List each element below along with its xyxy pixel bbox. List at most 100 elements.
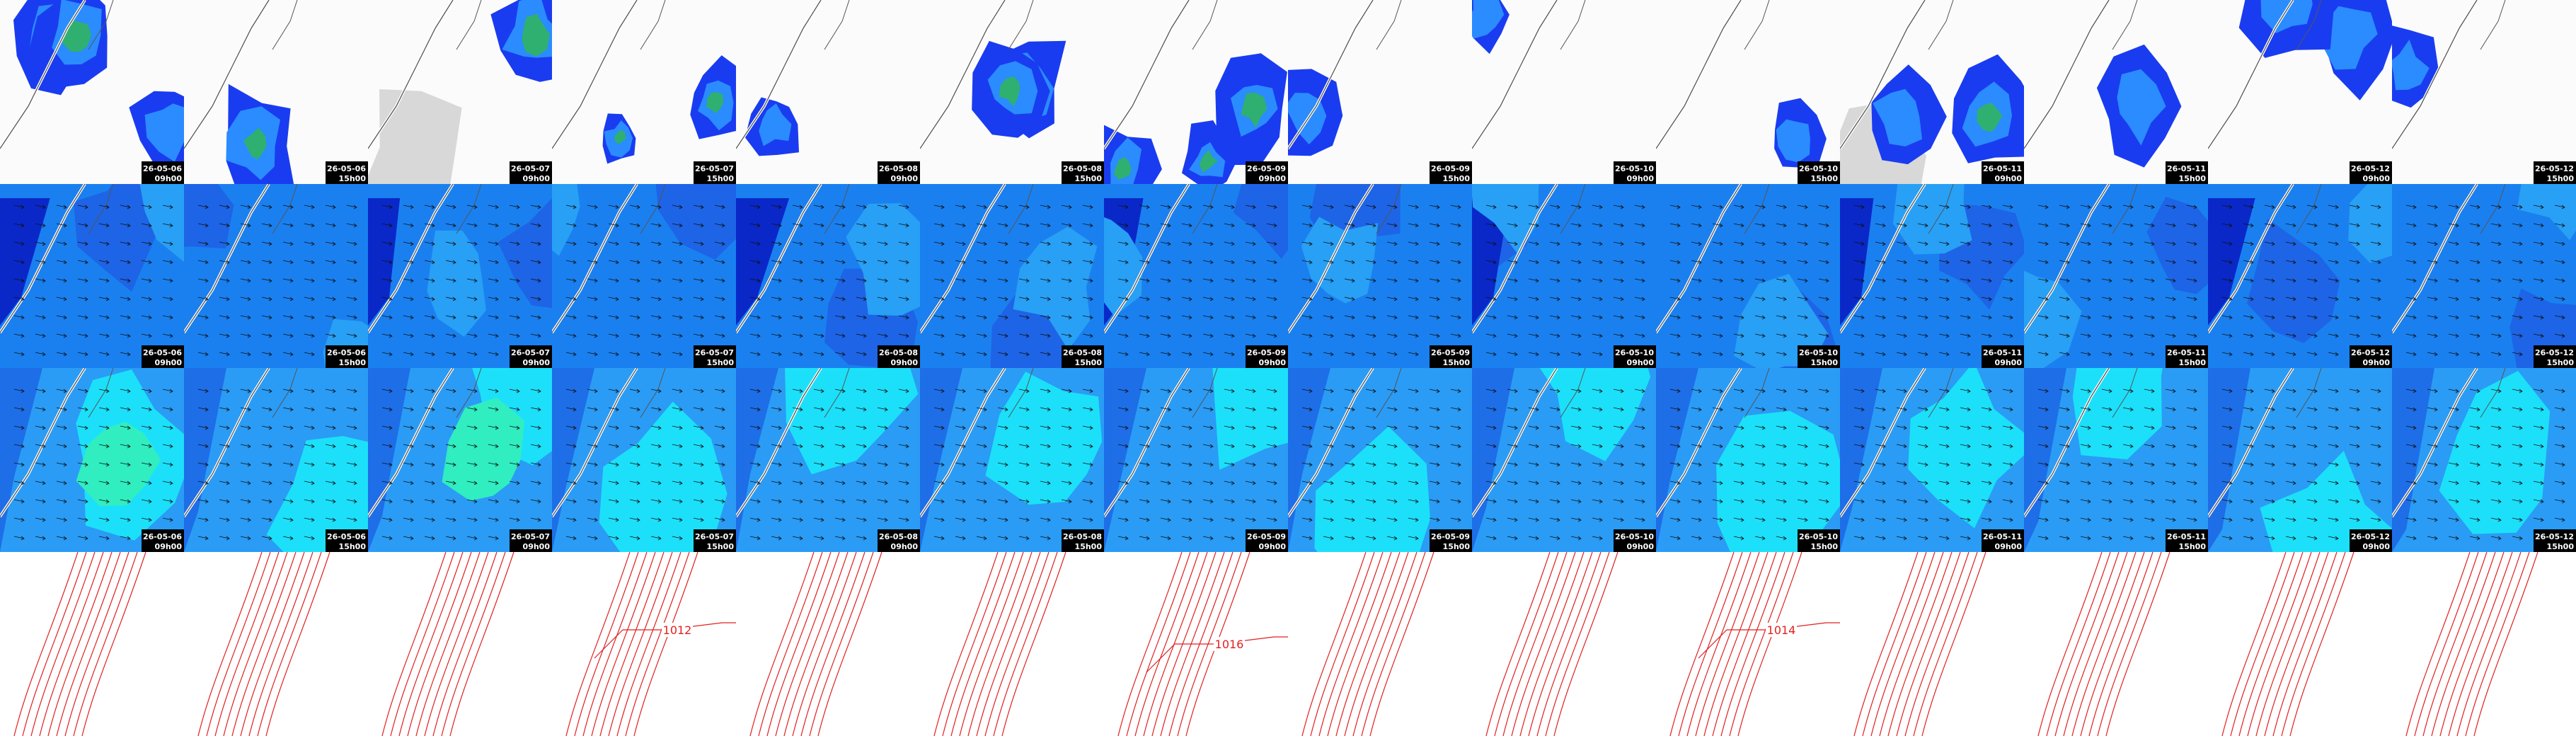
wind-arrow [13, 352, 25, 357]
wind-arrow [403, 481, 414, 485]
wind-arrow [35, 278, 46, 283]
wind-arrow [1712, 297, 1723, 301]
wind-arrow [1485, 315, 1497, 320]
wind-arrow [771, 315, 782, 320]
wind-arrow [933, 481, 945, 485]
wind-arrow [1224, 389, 1235, 393]
wind-arrow [1344, 297, 1355, 301]
wind-arrow [424, 297, 435, 301]
wind-arrow [77, 499, 88, 504]
wind-arrow [813, 205, 824, 209]
wind-arrow [714, 444, 725, 449]
wind-arrow [282, 260, 294, 265]
isobar [749, 552, 815, 736]
wave-area [266, 436, 368, 552]
wind-arrow [77, 517, 88, 522]
wind-arrow [1061, 297, 1072, 301]
wind-arrow [1450, 389, 1461, 393]
wind-arrow [1549, 352, 1560, 357]
wind-arrow [997, 278, 1008, 283]
wind-arrow [1733, 425, 1744, 430]
wind-area [1013, 226, 1098, 350]
isobar [1143, 552, 1208, 736]
wind-arrow [1938, 260, 1950, 265]
wind-arrow [1485, 407, 1497, 412]
wind-arrow [1938, 205, 1950, 209]
wind-arrow [162, 260, 173, 265]
wind-arrow [2101, 407, 2112, 412]
wind-arrow [261, 462, 272, 467]
tile-background [2208, 552, 2392, 736]
wind-arrow [2002, 315, 2013, 320]
isobar [950, 552, 1016, 736]
wind-arrow [56, 315, 67, 320]
wind-arrow [1365, 536, 1376, 541]
wind-arrow [629, 462, 640, 467]
date-label: 26-05-11 [2167, 348, 2206, 357]
wind-arrow [2221, 444, 2233, 449]
wind-arrow [466, 241, 478, 246]
isobar [1151, 552, 1217, 736]
wind-arrow [1117, 260, 1129, 265]
wind-arrow [282, 481, 294, 485]
wind-arrow [1917, 333, 1928, 338]
isobar [565, 552, 631, 736]
isobar [81, 552, 146, 736]
wind-arrow [2427, 499, 2438, 504]
wind-arrow [141, 297, 152, 301]
wind-arrow [2186, 223, 2197, 228]
wind-arrow [282, 297, 294, 301]
coastline [1192, 0, 1218, 50]
coastline [2208, 368, 2294, 517]
wind-arrow [2370, 205, 2381, 209]
tile-content [1840, 368, 2024, 552]
isobar [231, 552, 297, 736]
rain-core [706, 92, 724, 113]
coastline [1104, 0, 1190, 149]
date-label: 26-05-12 [2535, 532, 2574, 541]
wind-arrow [1917, 205, 1928, 209]
wind-arrow [955, 333, 966, 338]
wind-arrow [1450, 278, 1461, 283]
time-label: 15h00 [339, 174, 367, 183]
wind-arrow [509, 278, 520, 283]
wind-arrow [77, 315, 88, 320]
map-tile [2208, 552, 2392, 736]
wind-arrow [2186, 481, 2197, 485]
wind-arrow [1429, 407, 1440, 412]
wind-arrow [261, 315, 272, 320]
wind-arrow [2370, 389, 2381, 393]
wind-arrow [346, 444, 357, 449]
wind-arrow [1776, 389, 1787, 393]
time-label-box [1246, 345, 1288, 368]
wind-arrow [424, 315, 435, 320]
wind-arrow [325, 297, 336, 301]
wind-arrow [792, 517, 803, 522]
wind-arrow [403, 389, 414, 393]
tile-content [2024, 184, 2208, 368]
wave-area [2208, 368, 2250, 552]
wind-arrow [2512, 499, 2523, 504]
wind-arrow [98, 407, 110, 412]
wind-arrow [2306, 462, 2318, 467]
wind-arrow [1960, 223, 1971, 228]
wind-arrow [197, 481, 209, 485]
wind-arrow [2554, 481, 2565, 485]
time-label-box [510, 161, 552, 184]
wind-arrow [955, 462, 966, 467]
wind-arrow [1634, 407, 1645, 412]
coastline [552, 184, 638, 333]
wind-arrow [629, 389, 640, 393]
wind-arrow [565, 536, 577, 541]
wind-arrow [1160, 481, 1171, 485]
wind-arrow [1592, 517, 1603, 522]
isobar [599, 552, 665, 736]
wind-arrow [2144, 517, 2155, 522]
wind-arrow [1797, 462, 1808, 467]
wind-arrow [2221, 333, 2233, 338]
isobar [616, 552, 682, 736]
wind-arrow [1386, 260, 1398, 265]
wind-arrow [141, 205, 152, 209]
